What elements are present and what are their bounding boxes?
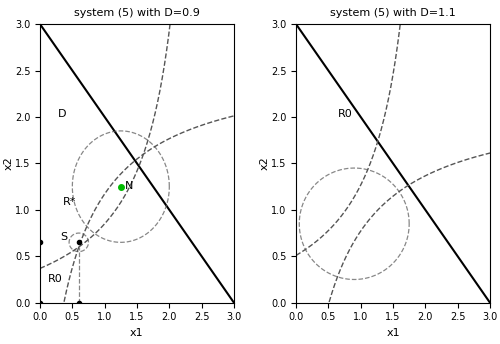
- Y-axis label: x2: x2: [260, 157, 270, 170]
- Text: R0: R0: [338, 109, 353, 119]
- X-axis label: x1: x1: [386, 328, 400, 338]
- Text: N: N: [126, 181, 134, 191]
- Title: system (5) with D=0.9: system (5) with D=0.9: [74, 8, 200, 18]
- X-axis label: x1: x1: [130, 328, 144, 338]
- Text: D: D: [58, 109, 66, 119]
- Title: system (5) with D=1.1: system (5) with D=1.1: [330, 8, 456, 18]
- Text: R0: R0: [48, 274, 62, 284]
- Y-axis label: x2: x2: [4, 157, 14, 170]
- Text: R*: R*: [62, 197, 76, 207]
- Text: S: S: [60, 232, 68, 241]
